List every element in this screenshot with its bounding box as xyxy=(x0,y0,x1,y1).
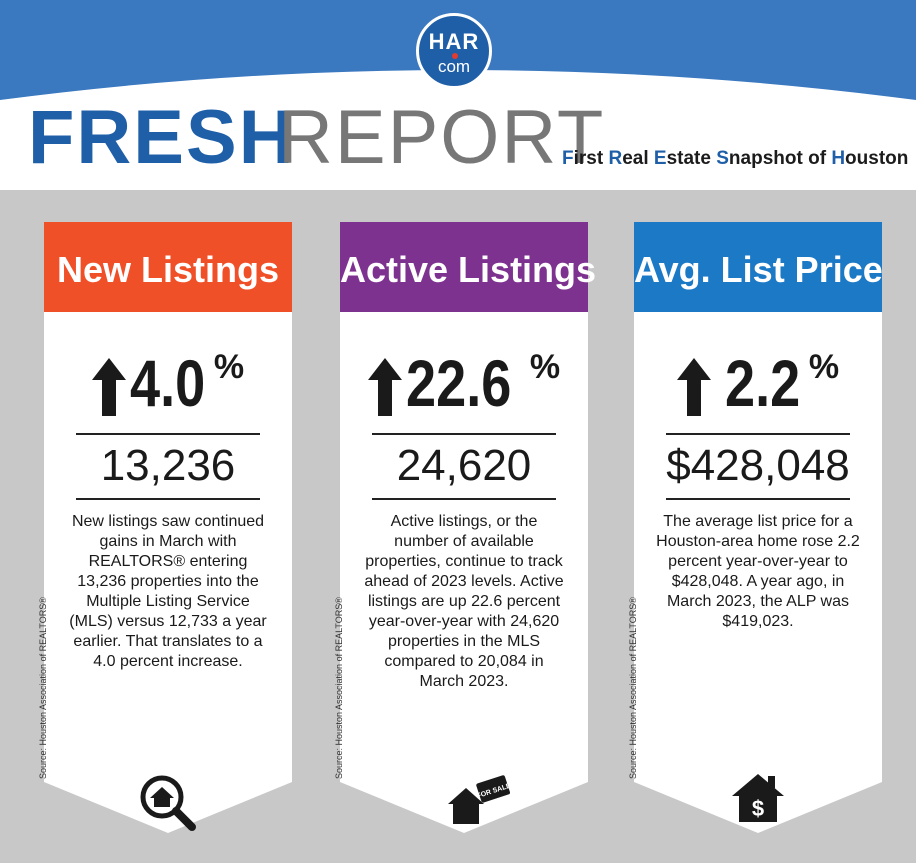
divider xyxy=(372,498,556,500)
card-body: The average list price for a Houston-are… xyxy=(656,513,860,630)
change-value: 4.0 xyxy=(129,346,206,420)
card-title: New Listings xyxy=(56,249,280,290)
logo-text: HAR xyxy=(428,29,480,54)
source-note: Source: Houston Association of REALTORS® xyxy=(628,597,638,779)
tagline: First Real Estate Snapshot of Houston xyxy=(562,148,908,170)
title-report: REPORT xyxy=(278,95,606,180)
up-arrow-icon xyxy=(91,358,126,416)
up-arrow-icon xyxy=(676,358,711,416)
logo-dot xyxy=(452,53,458,59)
magnifier-house-icon xyxy=(140,775,196,831)
tagline-part: state xyxy=(666,148,717,169)
card-title: Avg. List Price xyxy=(634,249,883,290)
change-readout: 4.0% xyxy=(44,350,292,416)
source-note: Source: Houston Association of REALTORS® xyxy=(334,597,344,779)
big-value: 13,236 xyxy=(100,441,236,490)
change-readout: 22.6% xyxy=(340,350,588,416)
tagline-part: eal xyxy=(622,148,654,169)
divider xyxy=(372,433,556,435)
header: HAR com FRESH REPORT First Real Estate S… xyxy=(0,0,916,190)
divider xyxy=(666,498,850,500)
tagline-part: napshot of xyxy=(728,148,832,169)
change-value: 22.6 xyxy=(405,346,512,420)
dollar-sign: $ xyxy=(752,796,764,821)
tagline-part: E xyxy=(653,148,667,169)
tagline-part: H xyxy=(831,148,846,169)
up-arrow-icon xyxy=(367,358,402,416)
har-logo[interactable]: HAR com xyxy=(416,13,492,89)
tagline-part: ouston xyxy=(845,148,909,169)
tagline-part: irst xyxy=(573,148,609,169)
tagline-part: R xyxy=(608,148,623,169)
change-unit: % xyxy=(213,348,245,386)
tagline-part: F xyxy=(562,148,574,169)
source-note: Source: Houston Association of REALTORS® xyxy=(38,597,48,779)
card-body: New listings saw continued gains in Marc… xyxy=(69,513,267,670)
card-avg-list-price: Avg. List Price 2.2% $428,048 The averag… xyxy=(628,222,883,833)
house-for-sale-icon: FOR SALE xyxy=(448,775,512,824)
card-new-listings: New Listings 4.0% 13,236 New listings sa… xyxy=(38,222,292,833)
big-value: 24,620 xyxy=(396,441,532,490)
card-title: Active Listings xyxy=(340,249,597,290)
card-body: Active listings, or the number of availa… xyxy=(364,513,564,690)
divider xyxy=(76,433,260,435)
change-value: 2.2 xyxy=(724,346,801,420)
big-value: $428,048 xyxy=(666,441,850,490)
divider xyxy=(76,498,260,500)
card-active-listings: Active Listings 22.6% 24,620 Active list… xyxy=(334,222,597,833)
house-dollar-icon: $ xyxy=(732,774,784,822)
logo-subtext: com xyxy=(437,57,471,76)
card-shape xyxy=(340,222,588,833)
divider xyxy=(666,433,850,435)
change-readout: 2.2% xyxy=(634,350,882,416)
title-fresh: FRESH xyxy=(28,95,296,180)
change-unit: % xyxy=(529,348,561,386)
tagline-part: S xyxy=(716,148,729,169)
change-unit: % xyxy=(808,348,840,386)
